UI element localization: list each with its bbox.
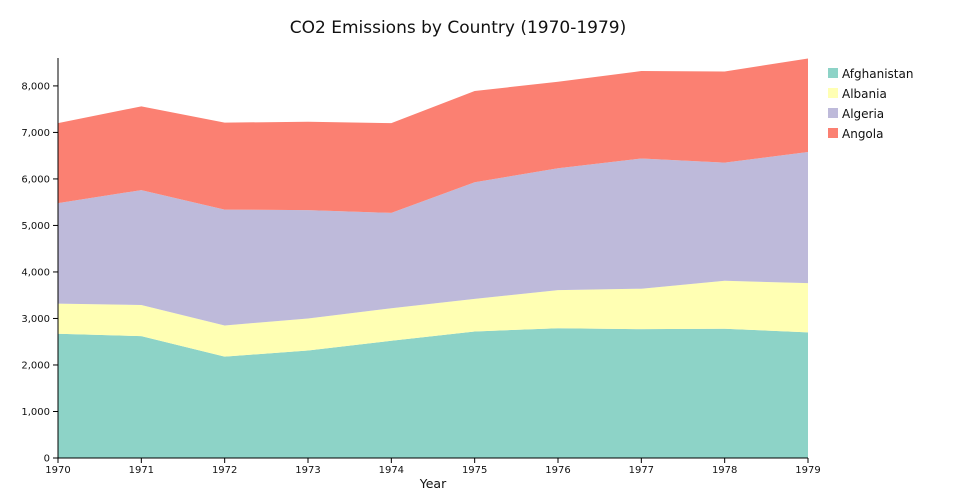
legend-label-albania: Albania — [842, 87, 887, 101]
x-tick-label: 1970 — [45, 465, 70, 476]
legend: Afghanistan Albania Algeria Angola — [828, 67, 913, 141]
x-tick-label: 1973 — [295, 465, 320, 476]
area-albania — [58, 280, 808, 357]
x-tick-label: 1972 — [212, 465, 237, 476]
y-tick-label: 6,000 — [21, 174, 50, 185]
y-tick-label: 0 — [44, 454, 50, 465]
x-axis-title: Year — [419, 476, 447, 491]
legend-swatch-angola — [828, 128, 838, 138]
x-tick-label: 1979 — [795, 465, 820, 476]
x-tick-label: 1975 — [462, 465, 487, 476]
y-tick-label: 2,000 — [21, 360, 50, 371]
y-axis: 0 1,000 2,000 3,000 4,000 5,000 6,000 7,000 8,00… — [21, 58, 59, 465]
x-tick-label: 1977 — [629, 465, 654, 476]
x-tick-label: 1974 — [379, 465, 404, 476]
x-tick-label: 1976 — [545, 465, 570, 476]
area-afghanistan — [58, 328, 808, 458]
x-tick-label: 1971 — [129, 465, 154, 476]
y-tick-label: 7,000 — [21, 128, 50, 139]
legend-swatch-algeria — [828, 108, 838, 118]
chart-title: CO2 Emissions by Country (1970-1979) — [290, 18, 627, 38]
legend-swatch-afghanistan — [828, 68, 838, 78]
y-tick-label: 5,000 — [21, 221, 50, 232]
y-tick-label: 1,000 — [21, 407, 50, 418]
legend-label-afghanistan: Afghanistan — [842, 67, 913, 81]
legend-label-angola: Angola — [842, 127, 883, 141]
x-tick-label: 1978 — [712, 465, 737, 476]
x-axis: 1970 1971 1972 1973 1974 1975 1976 1977 1978 1979 — [45, 457, 821, 476]
area-algeria — [58, 151, 808, 326]
y-tick-label: 3,000 — [21, 314, 50, 325]
area-angola — [58, 58, 808, 213]
legend-label-algeria: Algeria — [842, 107, 884, 121]
y-tick-label: 8,000 — [21, 81, 50, 92]
legend-swatch-albania — [828, 88, 838, 98]
area-layers — [58, 58, 808, 458]
y-tick-label: 4,000 — [21, 267, 50, 278]
